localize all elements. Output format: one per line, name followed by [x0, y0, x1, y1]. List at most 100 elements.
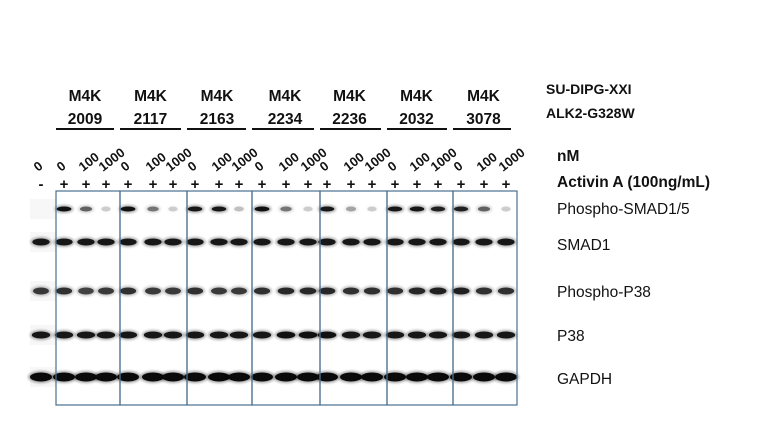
blot-band — [209, 331, 229, 339]
dose-label: 0 — [118, 158, 133, 174]
blot-band — [363, 287, 381, 295]
blot-background — [30, 199, 56, 219]
activin-sign: + — [149, 176, 158, 193]
activin-sign: + — [82, 176, 91, 193]
blot-band — [33, 287, 49, 295]
blot-band — [363, 238, 381, 246]
blot-band — [298, 331, 318, 339]
blot-band — [303, 206, 313, 212]
blot-band — [144, 238, 162, 246]
blot-band — [77, 238, 95, 246]
blot-background — [30, 232, 56, 252]
blot-band — [277, 287, 295, 295]
blot-band — [163, 331, 183, 339]
blot-band — [234, 206, 244, 212]
blot-band — [208, 372, 230, 382]
blot-band — [497, 238, 515, 246]
blot-band — [252, 331, 272, 339]
blot-band — [407, 331, 427, 339]
dose-label: 0 — [185, 158, 200, 174]
blot-band — [118, 331, 138, 339]
blot-band — [475, 238, 493, 246]
activin-sign: + — [304, 176, 313, 193]
row-label: P38 — [557, 328, 585, 345]
blot-band — [230, 238, 248, 246]
activin-sign: + — [368, 176, 377, 193]
activin-sign: + — [215, 176, 224, 193]
compound-number: 2117 — [134, 111, 168, 128]
blot-band — [408, 238, 426, 246]
blot-band — [299, 238, 317, 246]
blot-band — [164, 238, 182, 246]
blot-band — [229, 331, 249, 339]
row-label: Phospho-P38 — [557, 284, 651, 301]
blot-band — [452, 287, 470, 295]
activin-sign: + — [258, 176, 267, 193]
activin-sign: + — [434, 176, 443, 193]
blot-band — [429, 238, 447, 246]
compound-name: M4K — [333, 88, 367, 105]
blot-band — [55, 238, 73, 246]
compound-name: M4K — [467, 88, 501, 105]
blot-band — [318, 238, 336, 246]
blot-background — [30, 325, 56, 345]
blot-band — [450, 372, 472, 382]
blot-band — [342, 238, 360, 246]
blot-band — [361, 372, 383, 382]
blot-band — [210, 238, 228, 246]
blot-bands — [28, 199, 519, 383]
blot-band — [186, 287, 204, 295]
blot-band — [341, 331, 361, 339]
dose-unit-label: nM — [557, 148, 579, 165]
blot-band — [254, 206, 270, 212]
compound-name: M4K — [400, 88, 434, 105]
cell-line-mutation: ALK2-G328W — [546, 105, 635, 121]
blot-band — [55, 287, 73, 295]
blot-band — [98, 287, 114, 295]
blot-band — [80, 206, 92, 212]
blot-band — [187, 206, 203, 212]
compound-name: M4K — [134, 88, 168, 105]
blot-band — [384, 372, 406, 382]
blot-band — [186, 238, 204, 246]
blot-band — [56, 206, 72, 212]
blot-band — [496, 331, 516, 339]
blot-band — [31, 331, 51, 339]
activin-sign: + — [235, 176, 244, 193]
blot-band — [145, 287, 161, 295]
blot-band — [165, 287, 181, 295]
compound-number: 3078 — [466, 111, 501, 128]
group-box — [452, 190, 518, 406]
compound-name: M4K — [269, 88, 303, 105]
activin-sign: + — [191, 176, 200, 193]
blot-background — [30, 281, 56, 301]
activin-sign: + — [457, 176, 466, 193]
blot-band — [142, 372, 164, 382]
blot-band — [340, 372, 362, 382]
blot-band — [275, 372, 297, 382]
activin-signs: - + + + + + + + + + + + + + + + + + + + + + — [39, 176, 511, 193]
activin-sign: + — [502, 176, 511, 193]
dose-label: 0 — [54, 158, 69, 174]
compound-name: M4K — [201, 88, 235, 105]
activin-sign: + — [169, 176, 178, 193]
blot-band — [119, 238, 137, 246]
blot-band — [316, 372, 338, 382]
blot-band — [385, 331, 405, 339]
blot-band — [297, 372, 319, 382]
blot-band — [32, 238, 50, 246]
blot-band — [96, 331, 116, 339]
blot-band — [117, 372, 139, 382]
blot-band — [54, 331, 74, 339]
activin-sign: + — [102, 176, 111, 193]
blot-band — [429, 287, 447, 295]
activin-sign: + — [124, 176, 133, 193]
blot-band — [277, 238, 295, 246]
blot-band — [211, 287, 227, 295]
blot-band — [299, 287, 317, 295]
dose-label: 0 — [252, 158, 267, 174]
blot-band — [473, 372, 495, 382]
blot-band — [317, 331, 337, 339]
blot-band-halo — [145, 205, 161, 213]
